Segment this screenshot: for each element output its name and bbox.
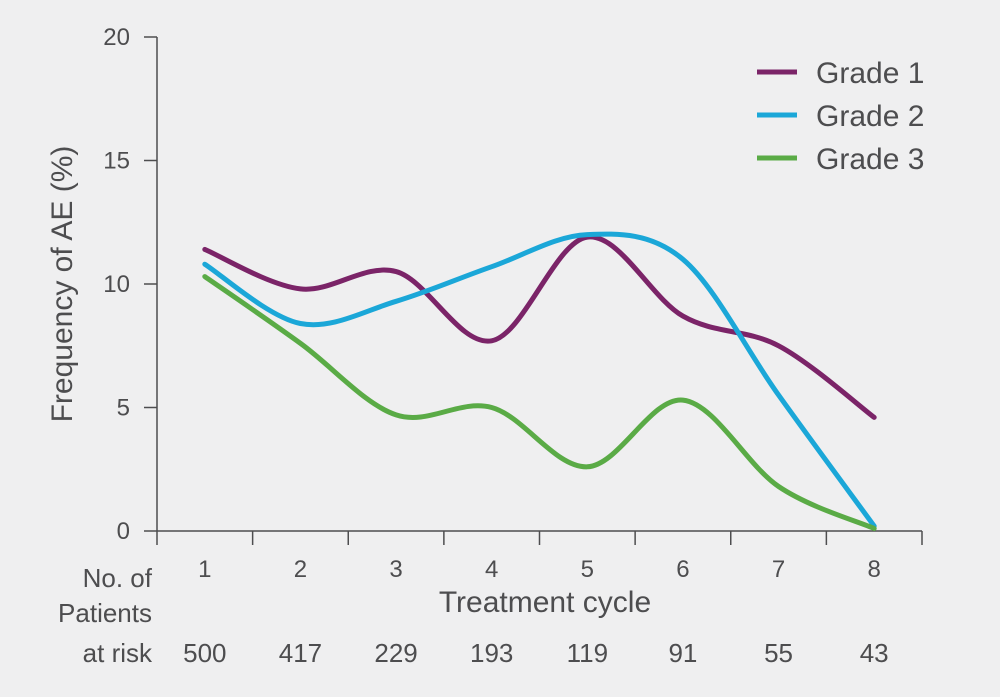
x-tick-label: 2: [294, 556, 307, 583]
risk-value: 91: [668, 638, 697, 668]
axes: [144, 36, 923, 545]
risk-value: 500: [183, 638, 226, 668]
legend-label-grade-2: Grade 2: [816, 100, 924, 133]
legend-label-grade-3: Grade 3: [816, 143, 924, 176]
legend-label-grade-1: Grade 1: [816, 57, 924, 90]
series-lines: [202, 231, 877, 531]
risk-value: 43: [860, 638, 889, 668]
x-tick-label: 7: [772, 556, 785, 583]
y-tick-label: 5: [117, 395, 130, 422]
y-axis-title: Frequency of AE (%): [46, 146, 79, 423]
x-axis-title: Treatment cycle: [439, 586, 651, 619]
y-tick-label: 20: [103, 24, 130, 51]
grade-2-line: [202, 231, 877, 529]
x-tick-label: 1: [198, 556, 211, 583]
legend: Grade 1 Grade 2 Grade 3: [757, 57, 924, 176]
grade-1-line: [202, 234, 877, 420]
risk-value: 119: [567, 638, 608, 668]
risk-value: 229: [374, 638, 417, 668]
x-tick-labels: 1 2 3 4 5 6 7 8: [198, 556, 881, 583]
grade-3-line: [202, 274, 877, 531]
risk-value: 193: [470, 638, 513, 668]
x-tick-label: 6: [676, 556, 689, 583]
y-tick-label: 15: [103, 148, 130, 175]
risk-label-line3: at risk: [83, 638, 153, 668]
risk-value: 55: [764, 638, 793, 668]
x-tick-label: 8: [868, 556, 881, 583]
y-tick-label: 0: [117, 518, 130, 545]
risk-label-line1: No. of: [83, 563, 153, 593]
risk-value: 417: [279, 638, 322, 668]
x-tick-label: 3: [389, 556, 402, 583]
y-tick-label: 10: [103, 271, 130, 298]
x-tick-label: 4: [485, 556, 498, 583]
x-tick-label: 5: [581, 556, 594, 583]
patients-at-risk-values: 500 417 229 193 119 91 55 43: [183, 638, 889, 668]
y-tick-labels: 0 5 10 15 20: [103, 24, 130, 545]
risk-label-line2: Patients: [58, 598, 152, 628]
